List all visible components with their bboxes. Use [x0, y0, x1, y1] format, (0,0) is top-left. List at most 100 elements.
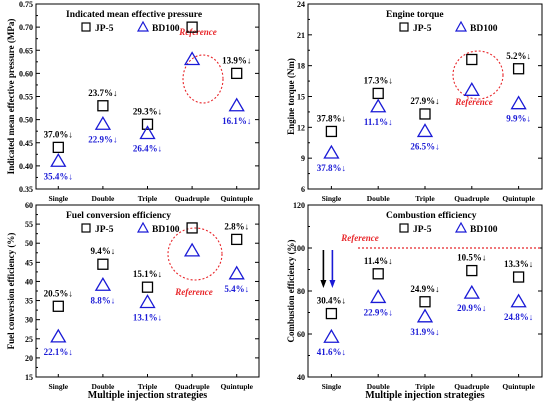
bd100-reduction-label: 26.5%↓ — [410, 141, 439, 151]
x-tick-label: Single — [49, 382, 69, 391]
panel-ce: 40 60 80 100 120 Single Double Triple Quadruple Q… — [286, 201, 543, 401]
jp5-marker — [325, 125, 338, 138]
y-axis-label: Fuel conversion efficiency (%) — [6, 233, 16, 350]
legend-triangle-marker — [136, 20, 150, 32]
y-tick-label: 15 — [25, 373, 33, 382]
x-tick-label: Double — [91, 382, 115, 391]
jp5-marker — [512, 271, 525, 283]
legend-entry: JP-5 — [413, 24, 432, 34]
bd100-marker — [463, 82, 480, 96]
jp5-marker — [97, 258, 109, 270]
y-tick-label: 80 — [297, 287, 305, 296]
bd100-reduction-label: 41.6%↓ — [317, 347, 346, 357]
y-tick-label: 0.55 — [19, 93, 33, 102]
plot-frame — [35, 3, 260, 190]
jp5-marker — [419, 296, 431, 308]
x-tick-label: Quintuple — [502, 194, 535, 203]
bd100-marker — [183, 242, 201, 257]
jp5-reduction-label: 13.9%↓ — [222, 55, 251, 65]
jp5-marker — [231, 67, 243, 80]
y-tick-label: 30 — [25, 316, 33, 325]
y-tick-label: 0.35 — [19, 185, 33, 194]
jp5-marker — [372, 87, 384, 100]
legend-square-marker — [399, 223, 409, 233]
jp5-marker — [325, 307, 338, 320]
x-tick-label: Triple — [415, 382, 435, 391]
bd100-marker — [370, 289, 387, 304]
chart-title: Engine torque — [386, 10, 444, 20]
x-tick-label: Single — [49, 194, 69, 203]
bd100-marker — [228, 265, 245, 280]
x-tick-label: Quintuple — [502, 382, 535, 391]
y-tick-label: 50 — [25, 239, 33, 248]
jp5-marker — [186, 222, 198, 234]
bd100-marker — [323, 144, 340, 159]
bd100-marker — [94, 115, 112, 130]
jp5-reduction-label: 13.3%↓ — [504, 259, 533, 269]
jp5-marker — [466, 53, 478, 66]
y-tick-label: 24 — [297, 0, 305, 9]
reference-label: Reference — [454, 97, 492, 107]
y-tick-label: 35 — [25, 297, 33, 306]
jp5-reduction-label: 37.0%↓ — [44, 129, 73, 139]
y-axis-label: Engine torque (Nm) — [286, 58, 296, 135]
bd100-marker — [139, 125, 156, 140]
legend: JP-5 BD100 — [81, 20, 180, 34]
bd100-marker — [228, 97, 245, 112]
legend-triangle-marker — [454, 20, 468, 32]
bd100-reduction-label: 9.9%↓ — [506, 114, 531, 124]
bd100-marker — [510, 95, 527, 110]
bd100-marker — [370, 98, 387, 113]
jp5-reduction-label: 11.4%↓ — [364, 256, 393, 266]
y-tick-label: 0.65 — [19, 46, 33, 55]
bd100-reduction-label: 37.8%↓ — [317, 163, 346, 173]
legend-square-marker — [81, 22, 91, 32]
y-tick-label: 6 — [301, 185, 305, 194]
jp5-reduction-label: 37.8%↓ — [317, 113, 346, 123]
chart-title: Combustion efficiency — [386, 211, 477, 221]
y-tick-label: 25 — [25, 335, 33, 344]
legend: JP-5 BD100 — [81, 221, 180, 235]
y-tick-label: 9 — [301, 154, 305, 163]
jp5-marker — [231, 233, 243, 246]
bd100-reduction-label: 31.9%↓ — [410, 327, 439, 337]
bd100-marker — [50, 328, 67, 343]
y-tick-label: 0.75 — [19, 0, 33, 9]
jp5-marker — [52, 300, 64, 312]
legend: JP-5 BD100 — [399, 20, 498, 34]
x-tick-label: Quadruple — [454, 382, 490, 391]
y-tick-label: 21 — [297, 31, 305, 40]
y-tick-label: 0.45 — [19, 139, 33, 148]
bd100-reduction-label: 26.4%↓ — [133, 144, 162, 154]
bd100-reduction-label: 24.8%↓ — [504, 312, 533, 322]
legend-entry: JP-5 — [413, 225, 432, 235]
panel-fce: 15 20 25 30 35 40 45 50 55 60 Single Double Triple Qu… — [6, 201, 260, 401]
x-tick-label: Double — [367, 194, 391, 203]
jp5-marker — [97, 100, 109, 112]
y-tick-label: 60 — [25, 201, 33, 210]
jp5-reduction-label: 17.3%↓ — [364, 75, 393, 85]
jp5-marker — [372, 268, 384, 280]
bd100-marker — [463, 284, 480, 299]
x-tick-label: Quadruple — [175, 194, 211, 203]
x-tick-label: Triple — [415, 194, 435, 203]
y-tick-label: 0.40 — [19, 162, 33, 171]
legend-triangle-marker — [136, 221, 150, 233]
jp5-marker — [466, 264, 478, 277]
jp5-marker — [186, 21, 198, 33]
bd100-marker — [50, 152, 67, 167]
jp5-marker — [141, 118, 154, 130]
bd100-reduction-label: 22.9%↓ — [88, 134, 117, 144]
y-tick-label: 45 — [25, 258, 33, 267]
bd100-reduction-label: 11.1%↓ — [364, 117, 393, 127]
y-tick-label: 12 — [297, 123, 305, 132]
bd100-marker — [94, 276, 112, 291]
bd100-reduction-label: 8.8%↓ — [91, 295, 116, 305]
jp5-reduction-label: 15.1%↓ — [133, 269, 162, 279]
reference-label: Reference — [340, 233, 378, 243]
bd100-marker — [183, 51, 201, 66]
x-tick-label: Double — [367, 382, 391, 391]
x-tick-label: Quintuple — [220, 194, 253, 203]
legend-entry: BD100 — [152, 24, 180, 34]
x-tick-label: Triple — [138, 382, 158, 391]
